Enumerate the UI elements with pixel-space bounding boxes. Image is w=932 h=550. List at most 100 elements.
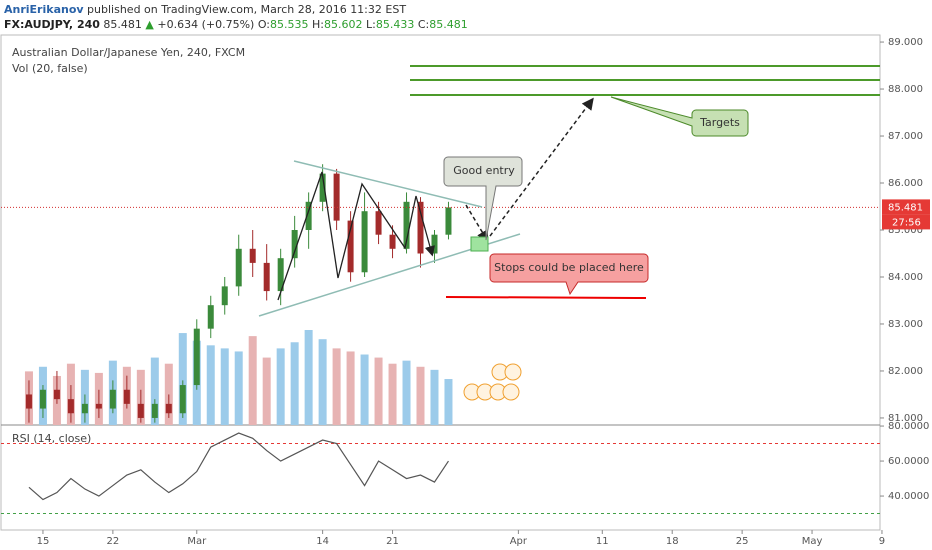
wave-arrows xyxy=(277,171,435,301)
candle-body xyxy=(403,201,410,249)
chart-title: Australian Dollar/Japanese Yen, 240, FXC… xyxy=(12,46,245,59)
candle-body xyxy=(347,220,354,273)
author[interactable]: AnriErikanov xyxy=(4,3,84,16)
callout xyxy=(610,96,749,137)
ohlc-value: 85.535 xyxy=(270,18,309,31)
candle-body xyxy=(25,394,32,409)
x-tick-label: 25 xyxy=(736,536,749,547)
volume-bar xyxy=(206,345,215,425)
volume-bar xyxy=(234,351,243,425)
candle-body xyxy=(431,234,438,254)
x-tick-label: 9 xyxy=(879,536,885,547)
candle-body xyxy=(179,385,186,414)
trend-line xyxy=(293,160,483,208)
header: AnriErikanov published on TradingView.co… xyxy=(4,2,468,32)
volume-label: Vol (20, false) xyxy=(12,62,88,75)
candle-body xyxy=(207,305,214,329)
candle-body xyxy=(319,173,326,202)
pane-frame xyxy=(0,34,881,531)
y-tick-label: 82.000 xyxy=(888,366,923,377)
volume-bar xyxy=(262,357,271,425)
x-tick-label: 11 xyxy=(596,536,609,547)
change: +0.634 (+0.75%) xyxy=(157,18,255,31)
countdown-box xyxy=(882,214,930,230)
callout xyxy=(489,253,649,296)
last: 85.481 xyxy=(103,18,142,31)
candle-body xyxy=(291,230,298,259)
ohlc-value: 85.433 xyxy=(375,18,415,31)
candle-body xyxy=(95,403,102,409)
annotation: Good entry xyxy=(453,164,515,177)
volume-bar xyxy=(248,336,257,425)
callout xyxy=(443,156,523,241)
x-tick-label: 22 xyxy=(107,536,120,547)
candle-body xyxy=(53,389,60,400)
volume-bar xyxy=(276,348,285,425)
candle-body xyxy=(445,207,452,235)
x-tick-label: 14 xyxy=(316,536,329,547)
x-tick-label: 15 xyxy=(37,536,50,547)
x-tick-label: 18 xyxy=(666,536,679,547)
candle-body xyxy=(333,173,340,221)
ohlc: O:85.535 H:85.602 L:85.433 C:85.481 xyxy=(258,18,468,31)
rsi-tick-label: 80.0000 xyxy=(888,421,929,432)
candle-body xyxy=(193,328,200,386)
annotation: Targets xyxy=(699,116,740,129)
candle-body xyxy=(263,262,270,292)
volume-bar xyxy=(290,342,299,425)
volume-bar xyxy=(444,379,453,425)
candle-body xyxy=(361,211,368,273)
y-tick-label: 85.000 xyxy=(888,225,923,236)
x-tick-label: Mar xyxy=(187,536,207,547)
rsi-tick-label: 60.0000 xyxy=(888,456,929,467)
candle-body xyxy=(151,403,158,418)
entry-zone xyxy=(470,236,489,252)
candle-body xyxy=(249,248,256,263)
volume-bar xyxy=(388,363,397,425)
candle-body xyxy=(277,258,284,292)
candle-body xyxy=(305,201,312,230)
volume-bar xyxy=(332,348,341,425)
candle-body xyxy=(123,389,130,404)
volume-bar xyxy=(150,357,159,425)
ohlc-label: H: xyxy=(312,18,324,31)
ohlc-value: 85.602 xyxy=(323,18,363,31)
dashed-arrow xyxy=(489,97,594,237)
x-tick-label: May xyxy=(802,536,823,547)
rsi-line xyxy=(28,432,449,501)
volume-bar xyxy=(430,369,439,425)
ohlc-label: L: xyxy=(365,18,376,31)
candle-body xyxy=(417,201,424,254)
volume-bar xyxy=(318,339,327,425)
y-tick-label: 86.000 xyxy=(888,178,923,189)
ohlc-label: O: xyxy=(257,18,270,31)
x-tick-label: 21 xyxy=(386,536,399,547)
y-tick-label: 84.000 xyxy=(888,272,923,283)
y-tick-label: 83.000 xyxy=(888,319,923,330)
last-price-label: 85.481 xyxy=(888,202,923,213)
last-price-box xyxy=(882,199,930,215)
candle-body xyxy=(235,248,242,287)
y-tick-label: 88.000 xyxy=(888,84,923,95)
candle-body xyxy=(375,211,382,235)
candle-body xyxy=(221,286,228,306)
y-tick-label: 81.000 xyxy=(888,413,923,424)
volume-bar xyxy=(178,333,187,425)
candle-body xyxy=(109,389,116,409)
published: published on TradingView.com, March 28, … xyxy=(87,3,407,16)
volume-bar xyxy=(220,348,229,425)
ohlc-value: 85.481 xyxy=(429,18,468,31)
volume-bar xyxy=(374,357,383,425)
symbol: FX:AUDJPY, 240 xyxy=(4,18,100,31)
x-tick-label: Apr xyxy=(510,536,528,547)
volume-bar xyxy=(304,330,313,425)
drawings: Good entry Targets Stops could be placed… xyxy=(258,65,880,401)
y-tick-label: 89.000 xyxy=(888,37,923,48)
volume-bar xyxy=(360,354,369,425)
volume-bar xyxy=(402,360,411,425)
candle-body xyxy=(165,403,172,414)
ohlc-label: C: xyxy=(417,18,430,31)
candle-body xyxy=(67,399,74,414)
candle-body xyxy=(81,403,88,414)
